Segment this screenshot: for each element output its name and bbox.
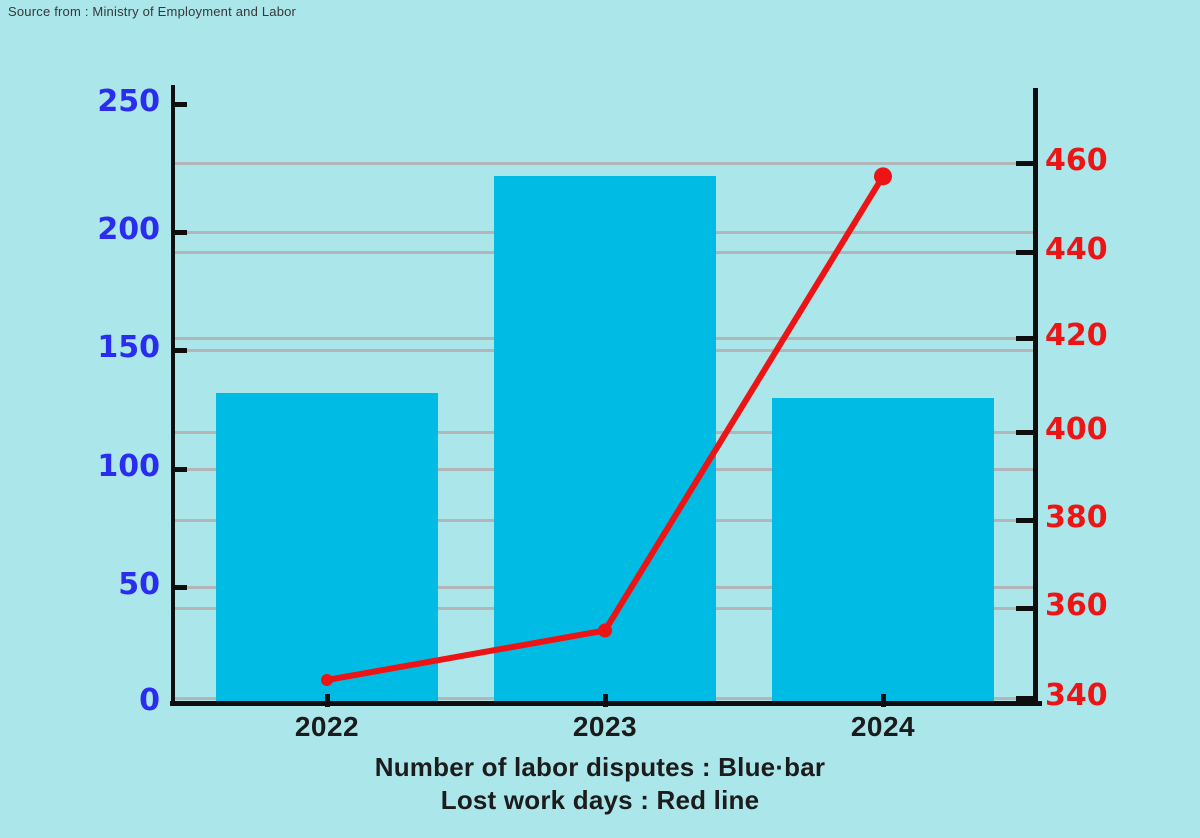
left-axis-label-0: 0	[139, 683, 160, 718]
right-axis-label-460: 460	[1045, 143, 1108, 178]
right-axis-label-400: 400	[1045, 412, 1108, 447]
gridline-right-460	[174, 162, 1033, 165]
left-axis-label-50: 50	[118, 567, 160, 602]
right-axis-tick-420	[1016, 336, 1038, 341]
left-axis-tick-200	[171, 230, 187, 235]
chart-caption: Number of labor disputes : Blue·bar Lost…	[150, 751, 1050, 817]
left-axis-label-150: 150	[97, 330, 160, 365]
right-axis-label-440: 440	[1045, 232, 1108, 267]
right-axis-label-420: 420	[1045, 318, 1108, 353]
left-axis-tick-50	[171, 585, 187, 590]
right-axis-tick-340	[1016, 696, 1038, 701]
left-axis-tick-250	[171, 102, 187, 107]
x-axis-label-2023: 2023	[572, 711, 638, 742]
source-note: Source from : Ministry of Employment and…	[8, 4, 297, 19]
bar-2024	[772, 397, 994, 703]
left-axis-tick-150	[171, 348, 187, 353]
right-axis-label-360: 360	[1045, 588, 1108, 623]
right-axis-tick-380	[1016, 518, 1038, 523]
x-axis-label-2024: 2024	[850, 711, 916, 742]
caption-line-disputes: Number of labor disputes : Blue·bar	[374, 752, 826, 782]
left-axis-tick-0	[171, 701, 187, 706]
bar-2023	[494, 175, 716, 703]
right-axis-tick-360	[1016, 606, 1038, 611]
bar-2022	[216, 392, 438, 703]
left-axis-label-250: 250	[97, 84, 160, 119]
left-axis-label-200: 200	[97, 212, 160, 247]
line-point-2024	[874, 167, 892, 186]
right-axis-label-340: 340	[1045, 678, 1108, 713]
x-axis-tick-2024	[881, 694, 886, 707]
x-axis-tick-2023	[603, 694, 608, 707]
right-axis-tick-440	[1016, 250, 1038, 255]
left-axis-label-100: 100	[97, 449, 160, 484]
right-axis-label-380: 380	[1045, 500, 1108, 535]
right-y-axis-line	[1033, 88, 1038, 706]
right-axis-tick-460	[1016, 161, 1038, 166]
left-y-axis-line	[171, 85, 175, 706]
left-axis-tick-100	[171, 467, 187, 472]
caption-line-lostdays: Lost work days : Red line	[440, 785, 760, 815]
x-axis-label-2022: 2022	[294, 711, 360, 742]
right-axis-tick-400	[1016, 430, 1038, 435]
x-axis-tick-2022	[325, 694, 330, 707]
